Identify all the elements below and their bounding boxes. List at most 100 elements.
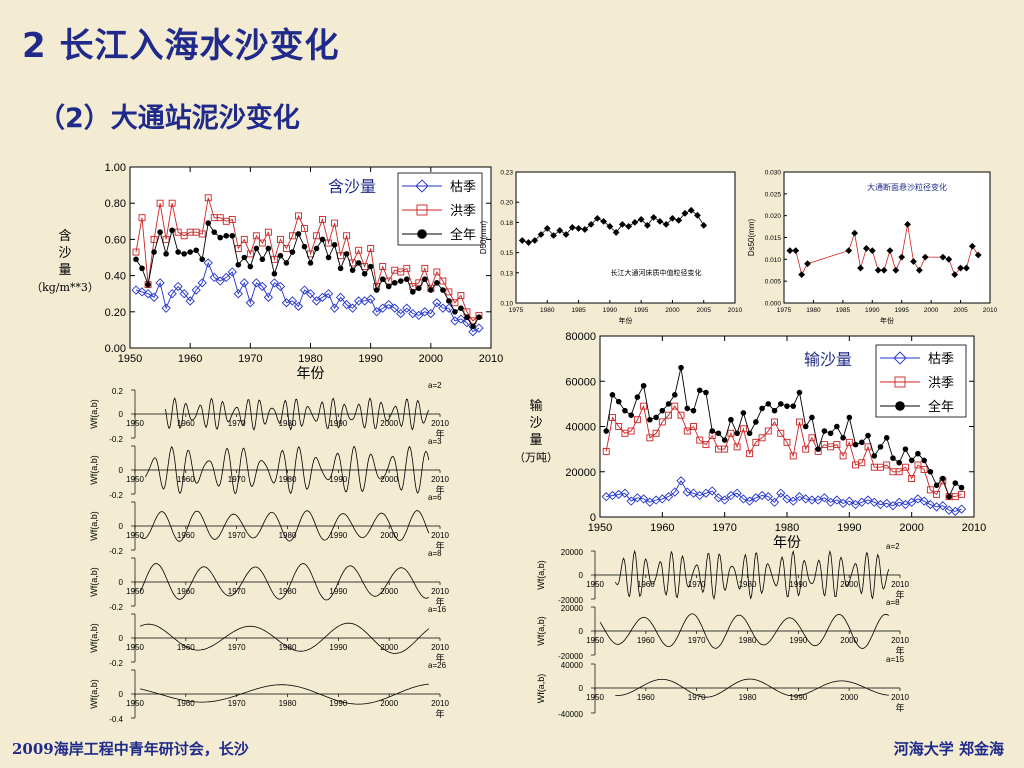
data-point (896, 459, 902, 466)
x-tick-label: 1990 (329, 587, 347, 596)
x-axis-label: 年 (895, 702, 904, 714)
data-point (199, 256, 205, 263)
data-point (952, 480, 959, 486)
data-point (895, 468, 903, 476)
x-tick-label: 2000 (380, 531, 398, 540)
x-tick-label: 2010 (479, 353, 503, 365)
data-point (618, 221, 626, 228)
data-point (951, 271, 959, 279)
x-tick-label: 1950 (126, 475, 144, 484)
data-point (650, 213, 658, 221)
data-point (428, 287, 434, 293)
x-tick-label: 1970 (228, 587, 246, 596)
y-axis-label-char: 输 (529, 398, 542, 414)
data-point (671, 402, 679, 410)
scale-label: a=8 (428, 549, 442, 558)
data-point (786, 247, 794, 254)
data-point (688, 488, 699, 498)
slide-title: 2 长江入海水沙变化 (22, 26, 340, 66)
data-point (920, 466, 928, 473)
wavelet-curve (144, 445, 430, 495)
data-point (919, 496, 929, 506)
data-point (956, 504, 967, 514)
data-point (402, 303, 412, 313)
data-point (894, 497, 904, 507)
y-tick-label: 0 (590, 512, 596, 524)
data-point (264, 228, 272, 236)
data-point (880, 266, 888, 274)
data-point (252, 232, 260, 240)
data-point (537, 231, 545, 238)
x-tick-label: 1950 (126, 587, 144, 596)
y-tick-label: 0.2 (112, 387, 124, 396)
data-point (765, 401, 772, 407)
data-point (792, 247, 800, 254)
y-tick-label: 0.020 (765, 213, 782, 220)
data-point (313, 232, 320, 240)
data-point (720, 495, 730, 505)
data-point (378, 303, 388, 313)
data-point (958, 490, 965, 498)
data-point (379, 263, 387, 270)
scale-label: a=2 (886, 542, 900, 551)
data-point (859, 439, 865, 446)
data-point (883, 461, 891, 469)
data-point (233, 289, 243, 299)
data-point (451, 299, 459, 307)
data-point (672, 392, 678, 398)
data-point (198, 230, 206, 238)
chart-wavelet-concentration: 1950 1960 1970 1980 1990 2000 2010年0.20-0.2a=2… (89, 381, 449, 724)
data-point (403, 276, 410, 283)
data-point (347, 303, 358, 313)
data-point (353, 296, 364, 306)
data-point (606, 223, 614, 230)
y-axis-unit: （万吨） (514, 451, 558, 464)
legend-box (397, 172, 483, 246)
scale-label: a=3 (428, 437, 442, 446)
x-tick-label: 1980 (279, 699, 297, 708)
data-point (609, 392, 616, 398)
x-tick-label: 1960 (178, 353, 202, 365)
data-point (245, 298, 255, 308)
data-point (157, 229, 163, 235)
data-point (683, 427, 691, 435)
data-point (319, 216, 326, 223)
data-point (179, 289, 189, 299)
data-point (852, 441, 859, 448)
data-point (325, 239, 332, 247)
data-point (933, 490, 941, 498)
data-point (851, 229, 859, 237)
data-point (925, 499, 936, 510)
data-point (235, 261, 242, 268)
data-point (721, 437, 728, 443)
data-point (543, 225, 551, 232)
data-point (637, 215, 645, 223)
data-point (869, 497, 879, 507)
chart-suspended-median: 1975 1980 1985 1990 1995 2000 2005 2010 0.000 0.0… (747, 170, 998, 326)
x-tick-label: 1980 (806, 307, 821, 314)
y-tick-label: 0.80 (105, 198, 126, 210)
data-point (396, 308, 406, 319)
y-tick-label: -0.4 (109, 715, 123, 724)
wavelet-curve (614, 549, 890, 601)
data-point (470, 323, 476, 330)
wavelet-curve (615, 678, 889, 698)
x-tick-label: 1960 (637, 693, 655, 702)
data-point (663, 492, 674, 502)
y-axis-label-char: 量 (58, 263, 71, 278)
data-point (926, 486, 934, 494)
data-point (257, 281, 268, 292)
data-point (343, 251, 350, 257)
series-line (135, 261, 480, 333)
data-point (276, 235, 284, 243)
data-point (921, 457, 927, 464)
y-tick-label: 0.23 (500, 170, 513, 177)
data-point (938, 501, 948, 511)
x-tick-label: 2010 (891, 636, 909, 645)
x-tick-label: 1970 (238, 353, 262, 365)
data-point (915, 266, 923, 274)
data-point (732, 488, 742, 498)
data-point (676, 476, 686, 486)
